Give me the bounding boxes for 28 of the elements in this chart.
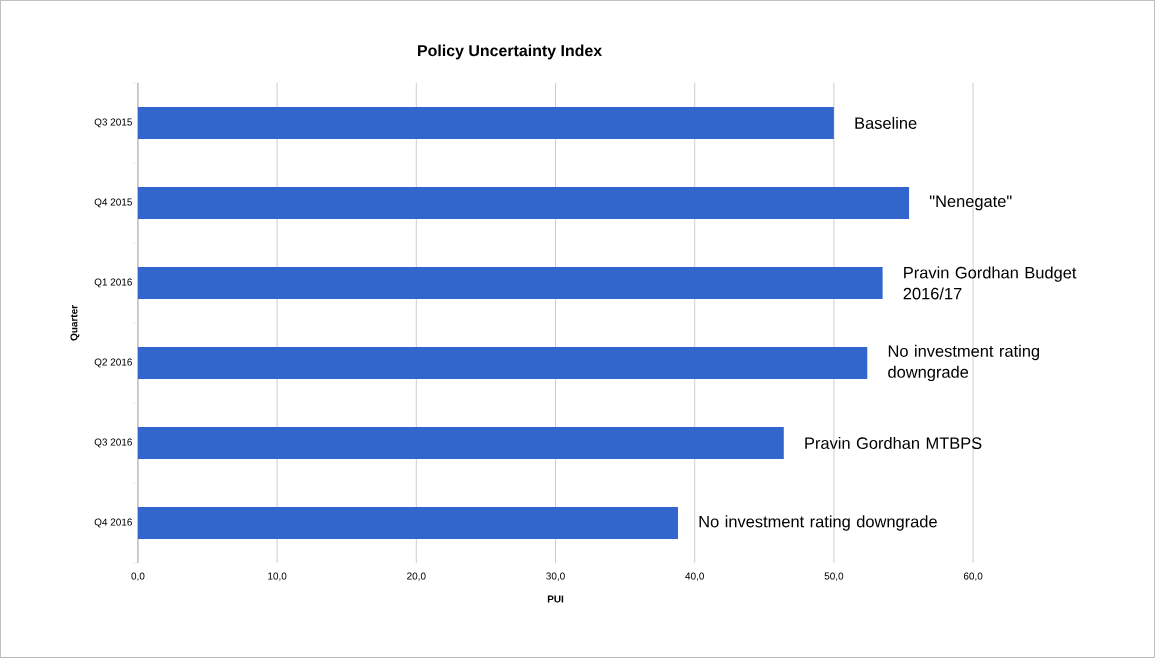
- x-tick-label: 30,0: [546, 572, 565, 581]
- y-tick-label: Q3 2015: [94, 118, 132, 128]
- y-tick-label: Q2 2016: [94, 358, 132, 368]
- y-tick-label: Q4 2015: [94, 198, 132, 208]
- annotation: "Nenegate": [929, 195, 1012, 211]
- x-tick-label: 0,0: [131, 572, 145, 581]
- bar: [137, 266, 883, 299]
- bar: [137, 507, 678, 540]
- y-tick-label: Q3 2016: [94, 438, 132, 448]
- x-axis-title: PUI: [547, 595, 564, 603]
- bar: [137, 347, 868, 380]
- annotation: Baseline: [855, 116, 917, 129]
- x-tick-label: 40,0: [685, 572, 705, 581]
- y-axis-title: Quarter: [70, 305, 80, 341]
- y-tick-label: Q1 2016: [94, 278, 132, 288]
- y-tick-label: Q4 2016: [94, 518, 132, 528]
- x-tick-label: 50,0: [824, 572, 844, 581]
- x-tick-label: 60,0: [963, 572, 983, 581]
- annotation: Pravin Gordhan Budget 2016/17: [903, 266, 1077, 300]
- x-tick-label: 10,0: [268, 572, 287, 581]
- chart-title: Policy Uncertainty Index: [418, 44, 603, 60]
- bar: [137, 186, 910, 219]
- annotation: Pravin Gordhan MTBPS: [805, 436, 982, 450]
- bar: [137, 106, 834, 139]
- bar: [137, 427, 784, 460]
- annotation: No investment rating downgrade: [888, 344, 1040, 382]
- x-tick-label: 20,0: [407, 572, 426, 581]
- annotation: No investment rating downgrade: [699, 515, 937, 531]
